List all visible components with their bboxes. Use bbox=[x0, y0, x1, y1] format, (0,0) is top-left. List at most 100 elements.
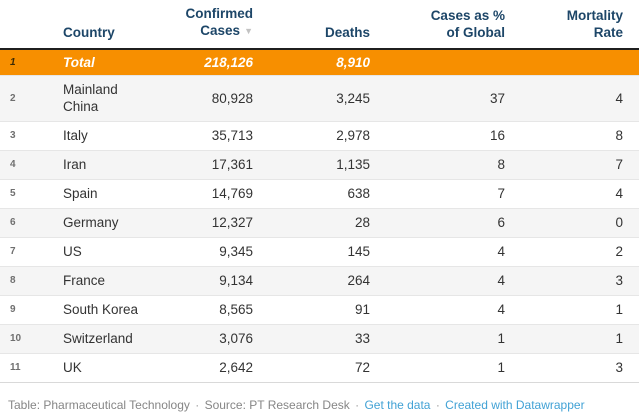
table-row: 2 Mainland China 80,928 3,245 37 4 bbox=[0, 75, 639, 122]
mortality-rate-cell: 4 bbox=[615, 186, 623, 201]
mortality-rate-cell: 8 bbox=[615, 128, 623, 143]
country-cell: South Korea bbox=[63, 302, 139, 317]
row-number-cell: 3 bbox=[10, 130, 16, 141]
column-header-confirmed-cases[interactable]: Confirmed Cases ▼ bbox=[145, 0, 265, 49]
confirmed-cases-cell: 3,076 bbox=[219, 331, 253, 346]
country-cell: US bbox=[63, 244, 82, 259]
column-header-label: Confirmed Cases bbox=[185, 6, 254, 38]
deaths-cell: 28 bbox=[354, 215, 370, 230]
deaths-cell: 264 bbox=[347, 273, 370, 288]
row-number-cell: 11 bbox=[10, 362, 21, 373]
deaths-cell: 638 bbox=[347, 186, 370, 201]
separator-dot: · bbox=[355, 398, 360, 412]
separator-dot: · bbox=[435, 398, 440, 412]
deaths-cell: 2,978 bbox=[336, 128, 370, 143]
table-row: 7 US 9,345 145 4 2 bbox=[0, 237, 639, 267]
deaths-cell: 72 bbox=[354, 360, 370, 375]
deaths-cell: 3,245 bbox=[336, 90, 370, 106]
confirmed-cases-cell: 8,565 bbox=[219, 302, 253, 317]
mortality-rate-cell: 3 bbox=[615, 360, 623, 375]
country-cell: Spain bbox=[63, 186, 98, 201]
row-number-cell: 6 bbox=[10, 217, 16, 228]
mortality-rate-cell: 1 bbox=[615, 331, 623, 346]
row-number-cell: 2 bbox=[10, 92, 16, 104]
column-header-country[interactable]: Country bbox=[55, 0, 145, 49]
table-row: 9 South Korea 8,565 91 4 1 bbox=[0, 295, 639, 325]
country-cell: UK bbox=[63, 360, 82, 375]
confirmed-cases-cell: 14,769 bbox=[211, 186, 253, 201]
datawrapper-credit-link[interactable]: Created with Datawrapper bbox=[445, 398, 585, 412]
country-cell: Total bbox=[63, 55, 95, 70]
global-share-cell: 1 bbox=[497, 331, 505, 346]
column-header-label: Cases as % of Global bbox=[430, 8, 505, 40]
global-share-cell: 37 bbox=[489, 90, 505, 106]
confirmed-cases-cell: 9,134 bbox=[219, 273, 253, 288]
confirmed-cases-cell: 2,642 bbox=[219, 360, 253, 375]
row-number-header bbox=[0, 0, 55, 49]
column-header-label: Country bbox=[63, 25, 115, 40]
attribution-footer: Table: Pharmaceutical Technology · Sourc… bbox=[0, 397, 639, 413]
confirmed-cases-cell: 12,327 bbox=[211, 215, 253, 230]
deaths-cell: 91 bbox=[354, 302, 370, 317]
country-cell: Switzerland bbox=[63, 331, 133, 346]
row-number-cell: 5 bbox=[10, 188, 16, 199]
column-header-mortality-rate[interactable]: Mortality Rate bbox=[517, 0, 639, 49]
deaths-cell: 33 bbox=[354, 331, 370, 346]
global-share-cell: 7 bbox=[497, 186, 505, 201]
global-share-cell bbox=[382, 49, 517, 76]
mortality-rate-cell: 3 bbox=[615, 273, 623, 288]
mortality-rate-cell: 0 bbox=[615, 215, 623, 230]
deaths-cell: 8,910 bbox=[336, 55, 370, 70]
confirmed-cases-cell: 218,126 bbox=[204, 55, 253, 70]
row-number-cell: 8 bbox=[10, 275, 16, 286]
mortality-rate-cell: 1 bbox=[615, 302, 623, 317]
data-table: Country Confirmed Cases ▼ Deaths Cases as… bbox=[0, 0, 639, 383]
table-row: 4 Iran 17,361 1,135 8 7 bbox=[0, 150, 639, 180]
country-cell: Germany bbox=[63, 215, 119, 230]
row-number-cell: 4 bbox=[10, 159, 16, 170]
mortality-rate-cell: 7 bbox=[615, 157, 623, 172]
deaths-cell: 145 bbox=[347, 244, 370, 259]
mortality-rate-cell bbox=[517, 49, 639, 76]
column-header-global-share[interactable]: Cases as % of Global bbox=[382, 0, 517, 49]
global-share-cell: 16 bbox=[489, 128, 505, 143]
row-number-cell: 9 bbox=[10, 304, 16, 315]
country-cell: Italy bbox=[63, 128, 88, 143]
source-credit: Source: PT Research Desk bbox=[204, 398, 350, 412]
confirmed-cases-cell: 17,361 bbox=[211, 157, 253, 172]
deaths-cell: 1,135 bbox=[336, 157, 370, 172]
table-row: 3 Italy 35,713 2,978 16 8 bbox=[0, 121, 639, 151]
country-cell: Mainland China bbox=[63, 82, 118, 114]
table-row: 8 France 9,134 264 4 3 bbox=[0, 266, 639, 296]
confirmed-cases-cell: 9,345 bbox=[219, 244, 253, 259]
confirmed-cases-cell: 80,928 bbox=[211, 90, 253, 106]
mortality-rate-cell: 4 bbox=[615, 90, 623, 106]
column-header-deaths[interactable]: Deaths bbox=[265, 0, 382, 49]
table-credit: Table: Pharmaceutical Technology bbox=[8, 398, 190, 412]
row-number-cell: 10 bbox=[10, 333, 22, 344]
column-header-label: Deaths bbox=[324, 25, 370, 40]
country-cell: Iran bbox=[63, 157, 87, 172]
global-share-cell: 1 bbox=[497, 360, 505, 375]
global-share-cell: 4 bbox=[497, 273, 505, 288]
confirmed-cases-cell: 35,713 bbox=[211, 128, 253, 143]
table-row: 10 Switzerland 3,076 33 1 1 bbox=[0, 324, 639, 354]
global-share-cell: 4 bbox=[497, 302, 505, 317]
table-row-total: 1 Total 218,126 8,910 bbox=[0, 49, 639, 76]
get-data-link[interactable]: Get the data bbox=[364, 398, 431, 412]
row-number-cell: 7 bbox=[10, 246, 16, 257]
table-row: 11 UK 2,642 72 1 3 bbox=[0, 353, 639, 383]
table-header-row: Country Confirmed Cases ▼ Deaths Cases as… bbox=[0, 0, 639, 49]
row-number-cell: 1 bbox=[10, 57, 16, 68]
separator-dot: · bbox=[195, 398, 200, 412]
country-cell: France bbox=[63, 273, 106, 288]
column-header-label: Mortality Rate bbox=[566, 8, 623, 40]
sort-desc-icon: ▼ bbox=[244, 26, 253, 36]
table-row: 6 Germany 12,327 28 6 0 bbox=[0, 208, 639, 238]
global-share-cell: 8 bbox=[497, 157, 505, 172]
table-row: 5 Spain 14,769 638 7 4 bbox=[0, 179, 639, 209]
global-share-cell: 4 bbox=[497, 244, 505, 259]
global-share-cell: 6 bbox=[497, 215, 505, 230]
mortality-rate-cell: 2 bbox=[615, 244, 623, 259]
